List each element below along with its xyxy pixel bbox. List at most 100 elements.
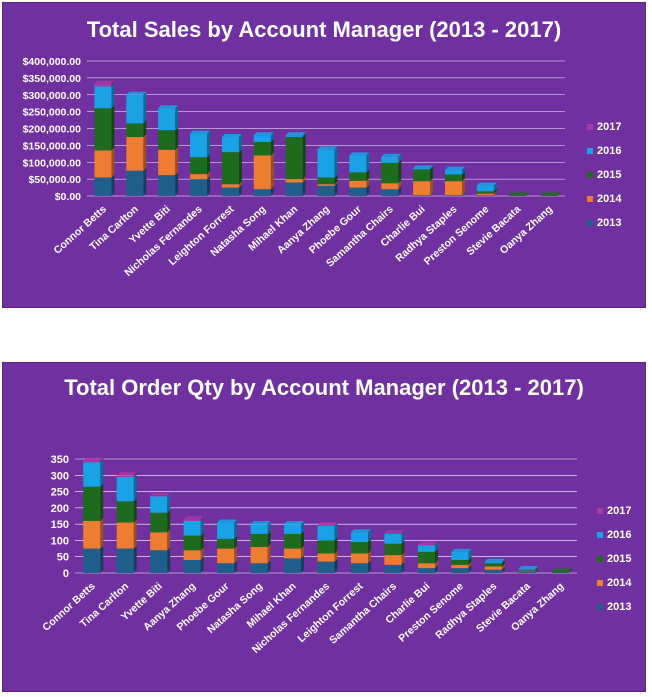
legend-label-2013: 2013 (597, 217, 622, 229)
bar-segment-2016 (381, 156, 399, 163)
bar-side-2014 (143, 133, 147, 171)
bar-segment-2014 (349, 180, 367, 188)
sales-chart-legend: 2017 2016 2015 2014 2013 (587, 115, 621, 235)
y-tick-label: $300,000.00 (23, 90, 82, 102)
bar-side-2016 (366, 152, 370, 173)
qty-chart-title: Total Order Qty by Account Manager (2013… (64, 375, 584, 400)
bar-side-2016 (270, 132, 274, 142)
bar-segment-2015 (317, 540, 335, 554)
bar-side-2016 (143, 91, 147, 124)
bar-segment-2014 (384, 555, 402, 565)
bar-segment-2013 (190, 179, 208, 196)
bar-side-2015 (535, 566, 539, 571)
bar-side-2013 (367, 560, 371, 573)
bar-side-2014 (167, 529, 171, 551)
bar-top (381, 153, 402, 157)
bar-segment-2014 (253, 155, 271, 190)
bar-side-2013 (535, 568, 539, 573)
bar-side-2014 (493, 190, 497, 196)
bar-segment-2015 (253, 142, 271, 156)
legend-item-2017: 2017 (587, 115, 621, 139)
bar-segment-2014 (94, 150, 112, 178)
legend-label-2013: 2013 (607, 601, 632, 613)
bar-side-2015 (301, 530, 305, 549)
x-category-label: Natasha Song (208, 203, 268, 259)
y-tick-label: $350,000.00 (23, 73, 82, 85)
bar-top (417, 541, 438, 545)
bar-side-2015 (366, 169, 370, 181)
bar-segment-2013 (417, 568, 435, 573)
bar-side-2013 (167, 547, 171, 573)
bar-side-2014 (270, 152, 274, 190)
bar-segment-2014 (284, 548, 302, 559)
bar-segment-2015 (126, 123, 144, 137)
legend-label-2017: 2017 (597, 121, 622, 133)
bar-segment-2016 (83, 462, 101, 487)
bar-side-2015 (175, 127, 179, 150)
bar-segment-2013 (381, 189, 399, 196)
bar-side-2015 (334, 174, 338, 185)
bar-side-2016 (200, 517, 204, 536)
legend-label-2014: 2014 (597, 193, 622, 205)
bar-segment-2014 (183, 550, 201, 560)
bar-side-2015 (207, 154, 211, 175)
bar-top (476, 182, 497, 186)
y-tick-label: 250 (51, 487, 69, 499)
bar-segment-2015 (381, 162, 399, 184)
legend-item-2015: 2015 (597, 547, 631, 571)
bar-segment-2014 (221, 184, 239, 188)
bar-segment-2014 (484, 566, 502, 570)
bar-side-2013 (175, 172, 179, 196)
bar-segment-2015 (116, 501, 134, 523)
bar-segment-2013 (350, 563, 368, 573)
bar-segment-2013 (476, 195, 494, 196)
bar-segment-2013 (451, 568, 469, 573)
bar-segment-2016 (384, 533, 402, 544)
bar-segment-2014 (350, 553, 368, 564)
bar-segment-2015 (217, 538, 235, 549)
legend-label-2015: 2015 (597, 169, 622, 181)
bar-top (158, 105, 179, 109)
bar-segment-2016 (183, 520, 201, 536)
bar-segment-2016 (350, 532, 368, 543)
bar-side-2013 (200, 556, 204, 573)
bar-segment-2015 (476, 191, 494, 194)
bar-side-2013 (267, 560, 271, 573)
bar-segment-2013 (317, 185, 335, 196)
sales-chart-title: Total Sales by Account Manager (2013 - 2… (86, 17, 562, 42)
bar-segment-2017 (83, 460, 101, 463)
bar-segment-2013 (284, 558, 302, 573)
bar-top (284, 521, 305, 525)
bar-segment-2017 (183, 519, 201, 521)
bar-side-2015 (270, 139, 274, 156)
bar-side-2014 (535, 567, 539, 572)
bar-side-2015 (398, 159, 402, 184)
bar-segment-2013 (116, 548, 134, 573)
y-tick-label: 150 (51, 519, 69, 531)
bar-segment-2013 (349, 187, 367, 196)
bar-side-2016 (468, 548, 472, 560)
legend-swatch-2015 (597, 556, 603, 562)
bar-side-2015 (367, 539, 371, 554)
bar-segment-2015 (413, 169, 431, 182)
bar-side-2013 (207, 176, 211, 196)
bar-segment-2014 (217, 548, 235, 564)
bar-top (126, 91, 147, 95)
legend-label-2017: 2017 (607, 505, 632, 517)
bar-segment-2013 (158, 175, 176, 196)
y-tick-label: $200,000.00 (23, 124, 82, 136)
legend-swatch-2013 (597, 604, 603, 610)
bar-side-2016 (238, 133, 242, 153)
bar-side-2015 (334, 537, 338, 554)
bar-side-2013 (334, 182, 338, 196)
y-tick-label: $100,000.00 (23, 157, 82, 169)
bar-side-2015 (100, 483, 104, 521)
bar-segment-2016 (285, 135, 303, 137)
bar-side-2017 (167, 492, 171, 497)
legend-swatch-2014 (587, 196, 593, 202)
legend-swatch-2017 (587, 124, 593, 130)
bar-side-2014 (238, 181, 242, 188)
bar-segment-2014 (126, 136, 144, 171)
bar-top (413, 165, 434, 169)
